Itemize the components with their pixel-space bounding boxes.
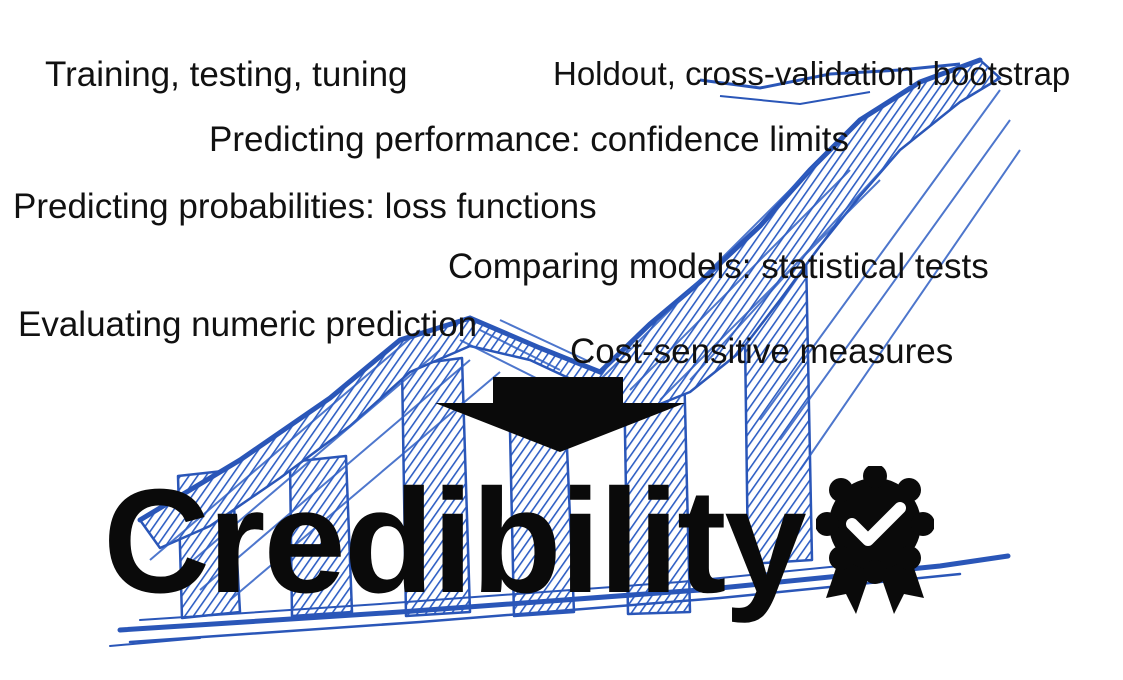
topic-cost-sensitive-measures: Cost-sensitive measures (570, 332, 954, 371)
topic-comparing-models: Comparing models: statistical tests (448, 247, 989, 286)
award-ribbon-check-icon (816, 466, 934, 614)
arrow-down-icon (435, 377, 685, 452)
sketch-scribbles (149, 89, 1021, 601)
topic-predicting-probabilities: Predicting probabilities: loss functions (13, 187, 597, 226)
topic-evaluating-numeric-prediction: Evaluating numeric prediction (18, 305, 478, 344)
topic-training-testing-tuning: Training, testing, tuning (45, 55, 408, 94)
headline-credibility: Credibility (103, 459, 807, 624)
topic-holdout-cv-bootstrap: Holdout, cross-validation, bootstrap (553, 55, 1071, 92)
topic-predicting-performance: Predicting performance: confidence limit… (209, 120, 850, 159)
